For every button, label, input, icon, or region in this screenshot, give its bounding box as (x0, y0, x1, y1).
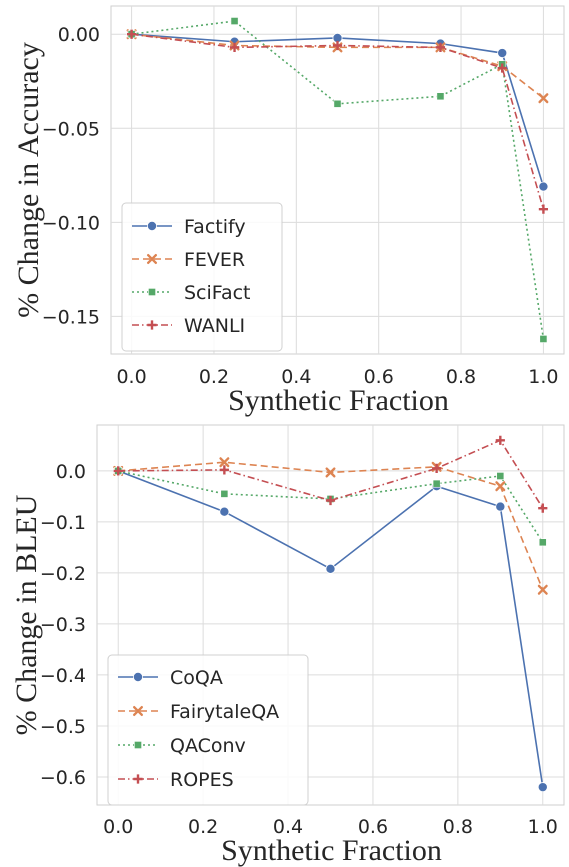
legend-item: ROPES (118, 769, 234, 791)
legend-box (107, 654, 309, 806)
data-point (230, 17, 239, 25)
data-point (495, 501, 506, 512)
data-point (332, 40, 343, 51)
data-point (497, 63, 507, 73)
series-ropes (113, 435, 548, 513)
legend-label: FairytaleQA (170, 701, 279, 723)
legend-label: CoQA (170, 667, 223, 689)
y-tick-label: −0.15 (42, 306, 100, 328)
legend-label: Factify (184, 216, 246, 238)
data-point (220, 489, 229, 498)
y-tick-label: 0.00 (58, 24, 100, 46)
data-point (325, 495, 336, 506)
legend-marker (147, 254, 157, 264)
y-tick-label: 0.0 (56, 461, 86, 483)
series-line (118, 439, 544, 509)
series-line (131, 33, 545, 187)
data-point (538, 503, 548, 513)
x-axis-label: Synthetic Fraction (228, 384, 449, 417)
x-tick-label: 0.0 (103, 816, 133, 838)
x-tick-label: 0.8 (446, 366, 476, 388)
data-point (538, 204, 549, 214)
series-wanli (126, 29, 549, 214)
y-axis-label: % Change in BLEU (10, 494, 43, 735)
x-tick-label: 0.8 (443, 816, 473, 838)
chart-panel-2: 0.0 0.2 0.4 0.6 0.8 1.0 0.0 −0.1 −0.2 −0.3 −0.4 −0.… (10, 424, 565, 867)
legend-marker (133, 706, 143, 716)
data-point (537, 584, 548, 595)
data-point (496, 472, 505, 480)
y-tick-label: −0.10 (42, 212, 100, 234)
data-point (538, 538, 547, 547)
y-axis-label: % Change in Accuracy (12, 42, 45, 318)
data-point (538, 93, 549, 104)
data-point (219, 457, 230, 468)
data-point (432, 479, 441, 488)
y-tick-label: −0.4 (40, 665, 86, 687)
legend-label: QAConv (170, 735, 246, 757)
legend-marker (132, 672, 143, 683)
legend-item: SciFact (132, 282, 251, 304)
data-point (229, 42, 240, 52)
legend: Factify FEVER SciFact WANLI (121, 202, 283, 352)
legend-item: QAConv (118, 735, 246, 757)
x-tick-label: 1.0 (528, 816, 558, 838)
data-point (539, 335, 548, 343)
y-tick-label: −0.2 (40, 563, 86, 585)
series-line (131, 33, 544, 99)
data-point (219, 465, 229, 475)
legend-label: ROPES (170, 769, 234, 791)
series-line (118, 470, 544, 543)
legend-item: FEVER (132, 249, 245, 271)
legend-marker (146, 220, 157, 231)
data-point (432, 463, 442, 473)
series-line (118, 461, 544, 591)
data-point (497, 48, 508, 59)
legend-item: FairytaleQA (118, 701, 279, 723)
x-tick-label: 0.2 (199, 366, 229, 388)
x-axis-label: Synthetic Fraction (221, 834, 442, 867)
data-point (495, 481, 506, 492)
data-point (126, 29, 137, 39)
data-point (537, 782, 548, 793)
data-point (435, 42, 446, 52)
y-tick-label: −0.3 (40, 614, 86, 636)
y-tick-label: −0.05 (42, 118, 100, 140)
y-tick-label: −0.5 (40, 716, 86, 738)
legend-item: WANLI (132, 315, 245, 337)
legend: CoQA FairytaleQA QAConv ROPES (107, 654, 309, 806)
legend-label: WANLI (184, 315, 245, 337)
data-point (495, 435, 505, 445)
legend-marker (133, 774, 143, 784)
legend-box (121, 202, 283, 352)
y-tick-label: −0.1 (40, 512, 86, 534)
data-point (538, 181, 549, 192)
data-point (333, 99, 342, 108)
legend-item: CoQA (118, 667, 223, 689)
y-tick-label: −0.6 (40, 767, 86, 789)
x-tick-label: 0.2 (188, 816, 218, 838)
data-point (325, 467, 336, 478)
legend-marker (147, 320, 157, 330)
x-tick-label: 0.4 (281, 366, 311, 388)
legend-marker (148, 288, 156, 296)
x-tick-label: 1.0 (528, 366, 558, 388)
data-point (325, 563, 336, 574)
data-point (219, 506, 230, 517)
legend-item: Factify (132, 216, 246, 238)
x-tick-label: 0.6 (364, 366, 394, 388)
x-tick-label: 0.6 (358, 816, 388, 838)
series-line (131, 20, 545, 340)
legend-marker (134, 741, 142, 749)
data-point (113, 466, 123, 476)
legend-label: FEVER (184, 249, 245, 271)
x-tick-label: 0.4 (273, 816, 303, 838)
chart-panel-1: 0.0 0.2 0.4 0.6 0.8 1.0 0.00 −0.05 −0.10 −0.15 Syn… (12, 5, 565, 417)
series-coqa (113, 465, 548, 793)
data-point (436, 92, 445, 101)
x-tick-label: 0.0 (116, 366, 146, 388)
series-line (117, 470, 544, 788)
legend-label: SciFact (184, 282, 251, 304)
